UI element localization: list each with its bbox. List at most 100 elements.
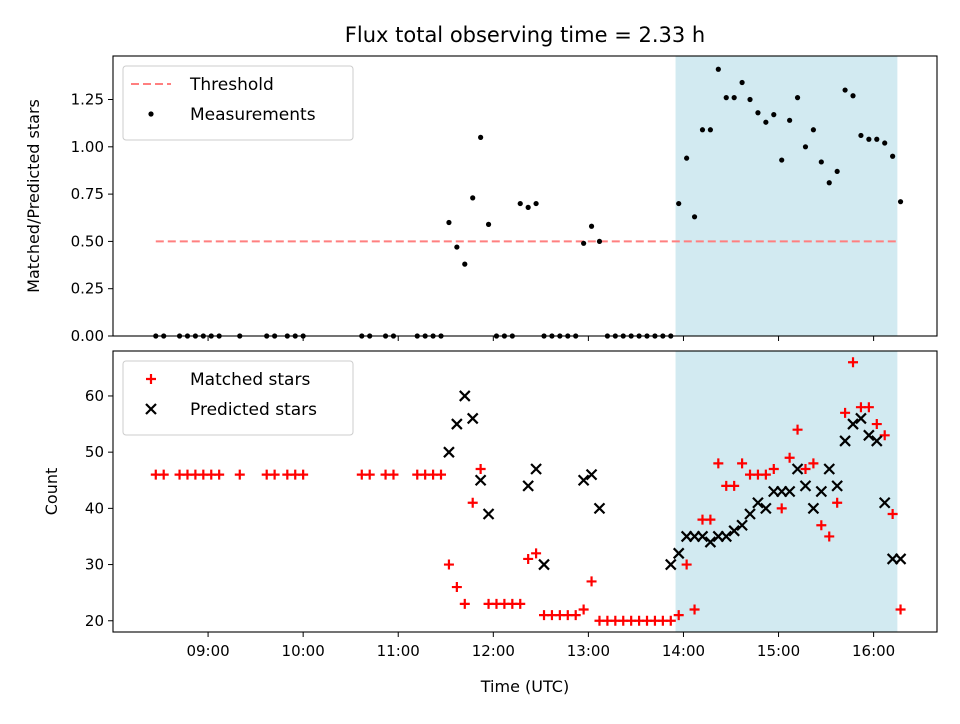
- data-point: [522, 480, 534, 492]
- data-point: [523, 553, 534, 564]
- data-point: [158, 469, 169, 480]
- data-point: [784, 452, 795, 463]
- data-point: [720, 530, 733, 543]
- data-point: [807, 502, 820, 515]
- data-point: [696, 530, 709, 543]
- data-point: [298, 469, 309, 480]
- data-point: [816, 520, 827, 531]
- data-point: [436, 469, 447, 480]
- data-point: [887, 508, 898, 519]
- data-point: [744, 508, 756, 520]
- data-point: [689, 604, 700, 615]
- legend-label: Matched stars: [190, 370, 310, 390]
- data-point: [596, 238, 603, 245]
- bottom-y-axis-label: Count: [42, 468, 61, 516]
- data-point: [593, 502, 606, 515]
- data-point: [681, 559, 692, 570]
- data-point: [723, 95, 729, 101]
- legend-x-marker: [145, 403, 157, 415]
- data-point: [776, 503, 787, 514]
- data-point: [517, 200, 523, 207]
- data-point: [783, 485, 796, 498]
- legend-box: [122, 360, 354, 436]
- data-point: [834, 168, 840, 175]
- data-point: [388, 469, 399, 480]
- data-point: [882, 140, 888, 146]
- data-point: [577, 474, 590, 487]
- data-point: [474, 474, 487, 487]
- legend-box: [122, 65, 354, 141]
- data-point: [736, 519, 748, 531]
- legend-label: Predicted stars: [190, 400, 317, 420]
- data-point: [863, 402, 874, 413]
- data-point: [802, 144, 809, 150]
- data-point: [842, 87, 848, 93]
- y-tick-label: 40: [85, 499, 104, 517]
- y-tick-label: 50: [85, 443, 104, 461]
- data-point: [475, 464, 486, 475]
- top-panel: 0.00 0.25 0.50 0.75 1.00 1.25 Threshold Measure…: [24, 23, 938, 345]
- data-point: [863, 429, 875, 442]
- data-point: [779, 157, 785, 163]
- x-tick-label: 12:00: [472, 642, 515, 660]
- data-point: [799, 480, 812, 492]
- data-point: [705, 514, 716, 525]
- data-point: [704, 536, 717, 548]
- legend-label: Threshold: [189, 75, 274, 95]
- data-point: [470, 195, 476, 201]
- data-point: [731, 95, 737, 101]
- data-point: [269, 469, 280, 480]
- data-point: [839, 435, 851, 447]
- top-highlight-span: [675, 56, 898, 336]
- chart-title: Flux total observing time = 2.33 h: [345, 23, 705, 47]
- y-tick-label: 0.50: [71, 232, 104, 250]
- data-point: [810, 127, 817, 133]
- data-point: [760, 502, 772, 515]
- data-point: [826, 180, 832, 186]
- data-point: [760, 469, 771, 480]
- data-point: [665, 615, 676, 626]
- data-point: [234, 469, 245, 480]
- data-point: [848, 357, 859, 368]
- data-point: [755, 110, 761, 116]
- x-tick-label: 15:00: [757, 642, 800, 660]
- data-point: [715, 66, 721, 72]
- data-point: [840, 407, 851, 418]
- bottom-highlight-span: [675, 351, 898, 632]
- data-point: [866, 136, 872, 142]
- y-tick-label: 0.00: [71, 327, 104, 345]
- data-point: [214, 469, 225, 480]
- data-point: [585, 468, 598, 481]
- data-point: [586, 576, 597, 587]
- data-point: [763, 119, 769, 125]
- data-point: [515, 598, 526, 609]
- data-point: [364, 469, 375, 480]
- data-point: [894, 553, 907, 565]
- data-point: [467, 497, 478, 508]
- legend-label: Measurements: [190, 105, 316, 125]
- data-point: [485, 221, 492, 227]
- data-point: [676, 200, 682, 207]
- data-point: [588, 223, 595, 229]
- y-tick-label: 0.75: [71, 185, 104, 203]
- data-point: [823, 463, 836, 475]
- data-point: [459, 390, 471, 402]
- data-point: [482, 508, 495, 520]
- data-point: [530, 463, 542, 475]
- data-point: [451, 582, 462, 593]
- data-point: [525, 204, 531, 210]
- data-point: [739, 79, 745, 86]
- data-point: [832, 497, 843, 508]
- data-point: [771, 112, 777, 118]
- bottom-axes-frame: [112, 350, 938, 633]
- x-axis-label: Time (UTC): [480, 677, 569, 696]
- bottom-panel: 20 30 40 50 60 09:00 10:00 11:00 12:00 13:00 14:00…: [42, 350, 938, 696]
- y-tick-label: 30: [85, 556, 104, 574]
- data-point: [459, 598, 470, 609]
- data-point: [850, 93, 856, 99]
- data-point: [871, 435, 883, 447]
- top-axes-frame: [112, 55, 938, 337]
- data-point: [728, 525, 740, 537]
- data-point: [466, 412, 479, 425]
